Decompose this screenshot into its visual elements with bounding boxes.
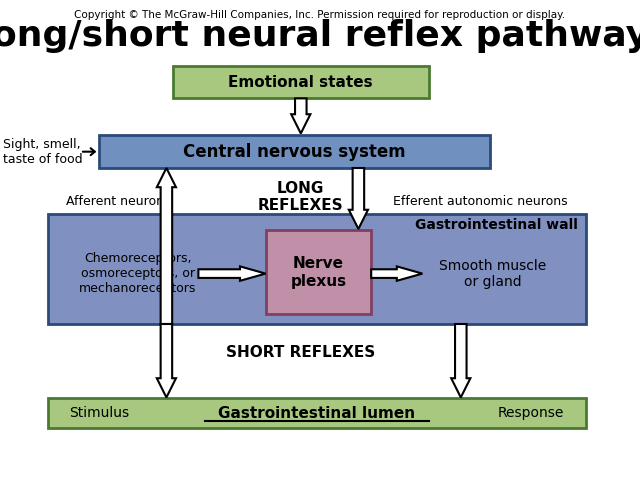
Text: Stimulus: Stimulus [69, 406, 129, 420]
Text: Gastrointestinal wall: Gastrointestinal wall [415, 218, 578, 232]
FancyArrow shape [157, 324, 176, 397]
Text: Efferent autonomic neurons: Efferent autonomic neurons [393, 195, 567, 208]
FancyArrow shape [349, 168, 368, 229]
Text: Emotional states: Emotional states [228, 74, 373, 90]
FancyBboxPatch shape [99, 135, 490, 168]
Text: Afferent neurons: Afferent neurons [66, 195, 171, 208]
Text: SHORT REFLEXES: SHORT REFLEXES [226, 345, 376, 360]
Text: Smooth muscle
or gland: Smooth muscle or gland [439, 259, 547, 288]
Text: Central nervous system: Central nervous system [183, 143, 406, 161]
FancyArrow shape [371, 266, 422, 281]
Text: Nerve
plexus: Nerve plexus [291, 256, 346, 288]
Text: Long/short neural reflex pathways: Long/short neural reflex pathways [0, 19, 640, 53]
FancyBboxPatch shape [48, 398, 586, 428]
Text: Copyright © The McGraw-Hill Companies, Inc. Permission required for reproduction: Copyright © The McGraw-Hill Companies, I… [74, 10, 566, 20]
Text: Sight, smell,
taste of food: Sight, smell, taste of food [3, 138, 83, 166]
FancyArrow shape [451, 324, 470, 397]
FancyBboxPatch shape [266, 230, 371, 314]
FancyArrow shape [157, 168, 176, 324]
Text: LONG
REFLEXES: LONG REFLEXES [258, 180, 344, 213]
FancyArrow shape [291, 98, 310, 133]
Text: Response: Response [498, 406, 564, 420]
FancyArrow shape [198, 266, 266, 281]
FancyBboxPatch shape [48, 214, 586, 324]
Text: Gastrointestinal lumen: Gastrointestinal lumen [218, 406, 415, 421]
Text: Chemoreceptors,
osmoreceptors, or
mechanoreceptors: Chemoreceptors, osmoreceptors, or mechan… [79, 252, 196, 295]
FancyBboxPatch shape [173, 66, 429, 98]
